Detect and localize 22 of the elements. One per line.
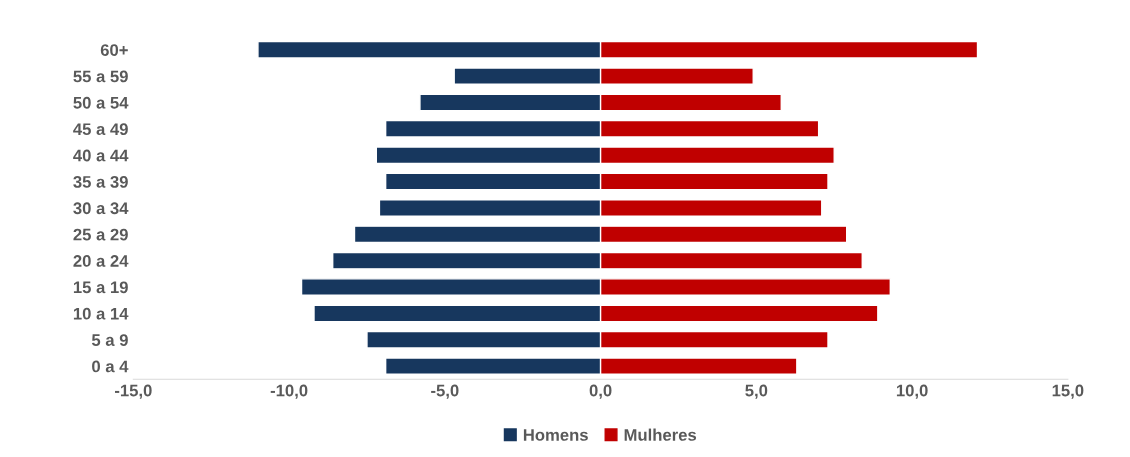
y-tick-label: 0 a 4 (92, 360, 129, 373)
legend-label: Mulheres (624, 428, 697, 441)
x-tick-label: 0,0 (589, 384, 612, 399)
y-tick-label: 55 a 59 (73, 70, 128, 83)
x-tick-label: -10,0 (270, 384, 308, 399)
y-tick-label: 20 a 24 (73, 255, 129, 267)
x-tick-label: -15,0 (115, 384, 152, 399)
x-tick-label: -5,0 (431, 384, 459, 399)
x-tick-label: 10,0 (896, 384, 928, 399)
y-tick-label: 40 a 44 (73, 149, 129, 162)
y-tick-label: 5 a 9 (91, 334, 128, 346)
y-tick-label: 35 a 39 (73, 175, 128, 188)
x-tick-label: 15,0 (1052, 384, 1084, 399)
y-tick-label: 50 a 54 (73, 96, 129, 109)
y-tick-label: 10 a 14 (73, 307, 129, 320)
x-tick-label: 5,0 (745, 384, 768, 399)
legend-label: Homens (523, 429, 588, 441)
y-tick-label: 60+ (100, 44, 128, 56)
y-tick-label: 45 a 49 (73, 123, 128, 136)
y-tick-label: 15 a 19 (73, 281, 128, 294)
y-tick-label: 25 a 29 (73, 228, 128, 241)
y-tick-label: 30 a 34 (73, 202, 129, 215)
